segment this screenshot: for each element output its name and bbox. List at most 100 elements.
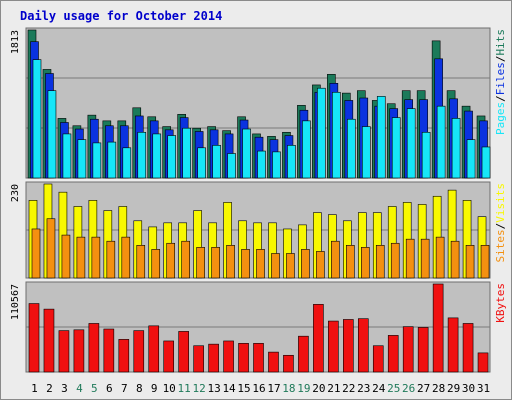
- bar-sites-8: [136, 245, 146, 279]
- x-tick-label-27: 27: [417, 382, 430, 395]
- legend-sites: Sites: [494, 229, 507, 262]
- bar-sites-6: [106, 240, 116, 279]
- bar-sites-19: [301, 249, 310, 279]
- bar-kbytes-18: [283, 354, 294, 373]
- bar-sites-10: [166, 242, 176, 279]
- bar-sites-3: [61, 234, 71, 279]
- bar-sites-22: [346, 245, 355, 279]
- bar-sites-21: [331, 240, 340, 279]
- x-tick-label-23: 23: [357, 382, 370, 395]
- bar-pages-21: [332, 91, 341, 179]
- bar-kbytes-14: [223, 340, 234, 373]
- y-max-label: 110567: [10, 284, 21, 320]
- bar-kbytes-9: [148, 325, 160, 373]
- bar-sites-17: [271, 253, 280, 279]
- bar-pages-13: [212, 145, 221, 179]
- legend-kbytes: KBytes: [494, 283, 507, 323]
- bar-kbytes-19: [298, 335, 309, 373]
- bar-sites-11: [181, 240, 190, 279]
- x-tick-label-18: 18: [282, 382, 295, 395]
- bar-pages-22: [347, 118, 356, 179]
- bar-kbytes-26: [402, 326, 414, 373]
- bar-pages-2: [47, 90, 57, 179]
- y-max-label: 1813: [10, 30, 21, 54]
- bar-pages-12: [197, 147, 206, 179]
- bar-sites-27: [420, 238, 430, 279]
- bar-sites-25: [390, 242, 400, 279]
- bar-kbytes-24: [372, 345, 384, 373]
- bar-kbytes-31: [477, 352, 489, 373]
- bar-sites-1: [31, 228, 41, 279]
- bar-sites-2: [46, 218, 56, 279]
- bar-pages-25: [391, 117, 401, 179]
- x-tick-label-13: 13: [207, 382, 220, 395]
- bar-pages-17: [272, 151, 281, 179]
- bar-sites-28: [435, 236, 445, 279]
- x-tick-label-19: 19: [297, 382, 310, 395]
- x-tick-label-25: 25: [387, 382, 400, 395]
- x-tick-label-15: 15: [237, 382, 250, 395]
- x-tick-label-29: 29: [447, 382, 460, 395]
- bar-kbytes-17: [268, 351, 279, 373]
- legend-separator: /: [494, 95, 507, 102]
- x-tick-label-24: 24: [372, 382, 386, 395]
- x-tick-label-16: 16: [252, 382, 265, 395]
- bar-sites-23: [360, 247, 370, 279]
- legend-visits: Visits: [494, 183, 507, 223]
- legend-separator: /: [494, 56, 507, 63]
- bar-pages-9: [152, 133, 162, 179]
- bar-pages-18: [287, 145, 296, 179]
- bar-pages-1: [32, 59, 42, 179]
- bar-pages-23: [361, 126, 371, 179]
- bar-kbytes-11: [178, 331, 189, 373]
- x-tick-label-30: 30: [462, 382, 475, 395]
- x-tick-label-10: 10: [163, 382, 176, 395]
- bar-kbytes-13: [208, 343, 219, 373]
- bar-kbytes-4: [73, 329, 85, 373]
- legend-kbytes: KBytes: [494, 283, 507, 323]
- x-tick-label-9: 9: [151, 382, 158, 395]
- panel-visits-sites: 230 Sites/Visits: [10, 181, 507, 279]
- bar-pages-30: [466, 139, 476, 179]
- bar-sites-30: [465, 245, 475, 279]
- bar-sites-15: [241, 249, 250, 279]
- x-tick-label-21: 21: [327, 382, 340, 395]
- bar-sites-31: [480, 245, 490, 279]
- bar-kbytes-28: [432, 283, 444, 373]
- bar-kbytes-15: [238, 343, 249, 373]
- bar-pages-7: [122, 147, 132, 179]
- bar-sites-18: [286, 253, 295, 279]
- x-tick-label-14: 14: [222, 382, 236, 395]
- bar-kbytes-8: [133, 330, 145, 373]
- x-tick-label-11: 11: [178, 382, 191, 395]
- bar-pages-6: [107, 141, 117, 179]
- bar-pages-28: [436, 105, 446, 179]
- bar-sites-26: [405, 238, 415, 279]
- bar-kbytes-3: [58, 330, 70, 373]
- legend-hits: Hits: [494, 29, 507, 56]
- bar-pages-10: [167, 135, 177, 179]
- chart-title: Daily usage for October 2014: [20, 9, 222, 23]
- bar-kbytes-21: [328, 320, 339, 373]
- bar-pages-3: [62, 133, 72, 179]
- legend-hits-files-pages: Pages/Files/Hits: [494, 29, 507, 135]
- legend-pages: Pages: [494, 102, 507, 135]
- bar-sites-4: [76, 236, 86, 279]
- bar-sites-5: [91, 236, 101, 279]
- bar-kbytes-6: [103, 328, 115, 373]
- bar-kbytes-27: [417, 327, 429, 373]
- bar-kbytes-2: [43, 308, 55, 373]
- bar-kbytes-25: [387, 335, 399, 373]
- svg-text:Sites/Visits: Sites/Visits: [494, 183, 507, 263]
- bar-kbytes-22: [343, 319, 354, 373]
- bar-kbytes-29: [447, 317, 459, 373]
- x-tick-label-20: 20: [312, 382, 325, 395]
- x-tick-labels: 1 2 3 4 5 6 7 8 9 10 11 12 13 14 15 16 17 18 19 20 21 22 23 24 2…: [31, 382, 490, 395]
- legend-visits-sites: Sites/Visits: [494, 183, 507, 263]
- bar-kbytes-23: [357, 318, 369, 373]
- legend-separator: /: [494, 223, 507, 230]
- bar-sites-16: [256, 249, 265, 279]
- panel-kbytes: 110567 KBytes: [10, 281, 507, 373]
- svg-text:Pages/Files/Hits: Pages/Files/Hits: [494, 29, 507, 135]
- bar-pages-5: [92, 142, 102, 179]
